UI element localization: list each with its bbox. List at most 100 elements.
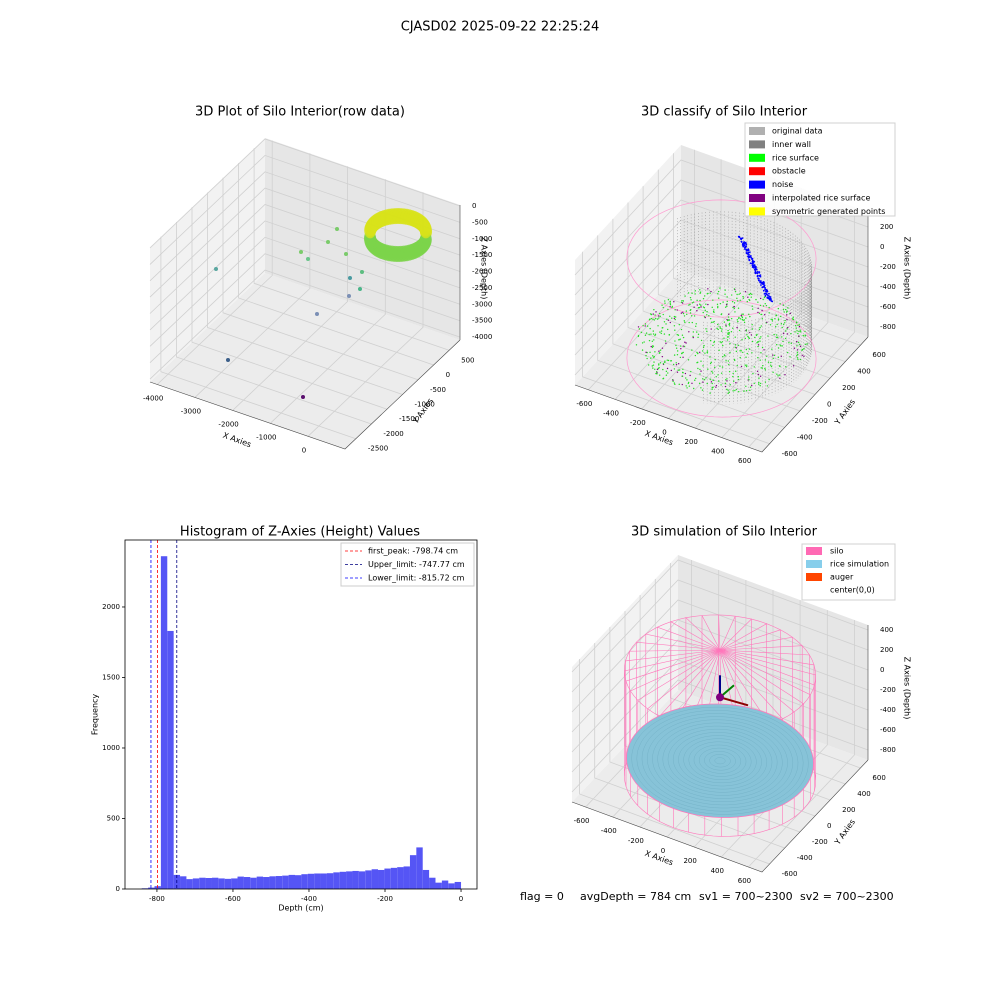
point (653, 356, 655, 359)
point (736, 300, 739, 302)
point (648, 333, 650, 336)
point (799, 329, 801, 331)
z-tick-label: -600 (880, 726, 896, 734)
point (226, 358, 230, 362)
point (719, 327, 722, 329)
point (749, 299, 751, 302)
chart-title: 3D Plot of Silo Interior(row data) (195, 105, 405, 120)
point (692, 335, 694, 338)
grid-line (222, 177, 419, 381)
point (754, 336, 756, 339)
point (796, 351, 799, 354)
point (802, 334, 804, 337)
point (653, 309, 655, 311)
y-tick-label: -2500 (368, 445, 388, 453)
rice-mesh (704, 751, 736, 771)
point (699, 289, 701, 291)
point (670, 360, 673, 362)
point (766, 321, 768, 323)
bar (435, 882, 442, 889)
axis-label: Z Axies (Depth) (903, 237, 912, 300)
point (682, 356, 684, 358)
point (699, 373, 701, 375)
axis-label: Z Axies (Depth) (480, 237, 489, 300)
point (675, 364, 678, 366)
point (781, 345, 783, 347)
point (768, 292, 770, 295)
point (656, 372, 658, 374)
point (713, 340, 716, 343)
point (779, 315, 782, 318)
bar (263, 877, 270, 889)
x-tick-label: 0 (302, 446, 306, 454)
point (680, 348, 682, 350)
point (750, 334, 753, 336)
bar (422, 869, 430, 889)
point (674, 340, 676, 342)
point (747, 337, 750, 339)
point (703, 344, 705, 347)
y-tick-label: 0 (827, 822, 831, 830)
point (759, 340, 761, 342)
point (698, 303, 701, 305)
point (768, 306, 770, 309)
point (728, 391, 730, 393)
bar (454, 881, 462, 889)
point (663, 333, 666, 335)
point (650, 317, 653, 320)
point (764, 303, 766, 305)
point (744, 337, 747, 340)
point (705, 303, 707, 305)
point (721, 366, 724, 368)
grid-line (191, 207, 388, 410)
point (678, 383, 680, 386)
point (746, 334, 748, 336)
point (674, 329, 676, 331)
point (736, 364, 738, 367)
point (664, 300, 666, 302)
grid-line (571, 579, 869, 693)
rice-mesh (662, 725, 778, 796)
point (786, 328, 788, 330)
point (666, 367, 669, 370)
point (751, 328, 754, 330)
point (751, 324, 753, 326)
point (756, 270, 759, 273)
point (733, 302, 736, 304)
point (729, 342, 731, 345)
x-tick-label: 600 (738, 877, 751, 885)
point (740, 238, 743, 241)
point (727, 329, 729, 332)
point (804, 334, 807, 337)
x-tick-label: -2000 (218, 420, 238, 428)
point (712, 386, 714, 388)
grid-line (175, 222, 372, 425)
point (729, 384, 731, 386)
point (758, 328, 761, 331)
point (749, 386, 752, 388)
point (661, 304, 663, 306)
point (742, 313, 744, 315)
point (712, 321, 714, 323)
point (684, 321, 686, 324)
point (717, 306, 719, 309)
point (751, 340, 754, 343)
point (696, 351, 698, 354)
point (712, 379, 714, 382)
point (652, 355, 654, 357)
point (777, 347, 780, 349)
point (797, 324, 799, 326)
point (667, 299, 670, 301)
point (756, 370, 759, 373)
axis-line (571, 759, 869, 873)
point (690, 299, 692, 301)
point (674, 316, 677, 318)
bar (231, 878, 238, 889)
point (707, 292, 709, 295)
point (682, 312, 685, 315)
point (742, 319, 744, 321)
point (771, 320, 774, 322)
point (751, 352, 753, 354)
point (732, 372, 734, 375)
point (681, 352, 683, 354)
